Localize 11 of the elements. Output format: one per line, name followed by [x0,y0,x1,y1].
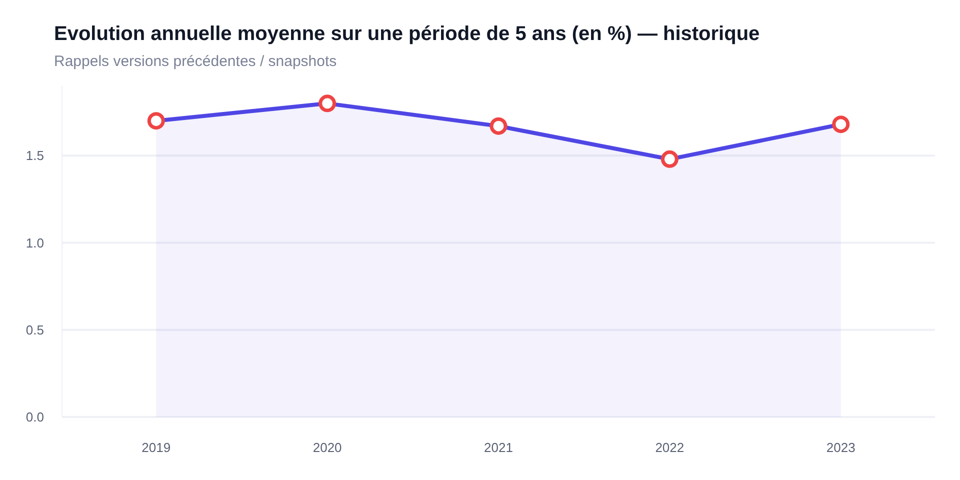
chart-title: Evolution annuelle moyenne sur une période de 5 ans (en %) — historique [54,23,760,45]
x-tick-label: 2022 [655,440,684,455]
x-tick-label: 2019 [142,440,171,455]
x-tick-label: 2020 [312,440,342,455]
y-tick-label: 0.5 [26,322,44,338]
y-tick-label: 1.5 [26,148,44,164]
chart-subtitle: Rappels versions précédentes / snapshots [54,53,337,70]
x-tick-label: 2023 [826,440,856,455]
y-tick-label: 0.0 [26,410,44,425]
y-tick-label: 1.0 [26,235,44,250]
x-tick-label: 2021 [484,440,513,455]
